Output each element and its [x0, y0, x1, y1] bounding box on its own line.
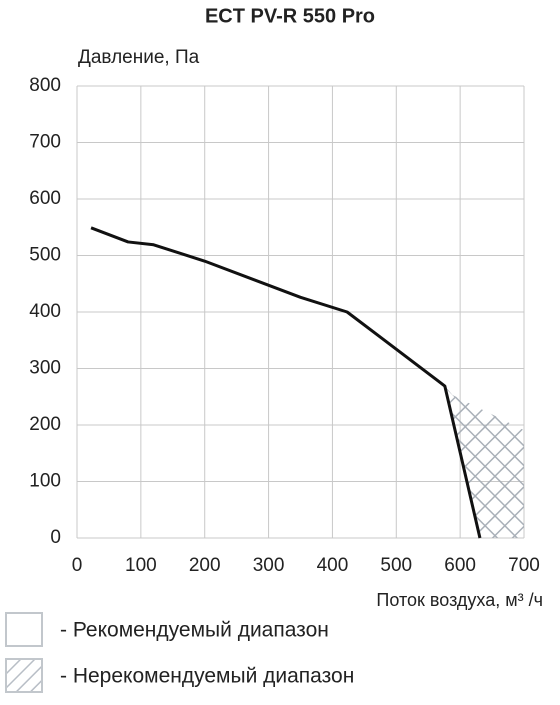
x-tick-label: 600: [444, 555, 476, 576]
x-tick-label: 700: [508, 555, 540, 576]
chart-title: ECT PV-R 550 Pro: [205, 5, 375, 27]
legend-label: - Рекомендуемый диапазон: [60, 619, 329, 642]
y-tick-label: 0: [50, 527, 61, 548]
x-tick-label: 100: [125, 555, 157, 576]
curve: [90, 226, 482, 539]
y-axis-label: Давление, Па: [78, 47, 200, 68]
y-tick-label: 600: [29, 188, 61, 209]
x-tick-label: 400: [317, 555, 349, 576]
legend-swatch: [5, 658, 43, 693]
y-tick-label: 200: [29, 414, 61, 435]
legend-label: - Нерекомендуемый диапазон: [60, 665, 354, 688]
y-tick-label: 700: [29, 132, 61, 153]
y-tick-label: 400: [29, 301, 61, 322]
y-tick-label: 300: [29, 358, 61, 379]
y-tick-label: 500: [29, 245, 61, 266]
non-recommended-zone: [444, 386, 524, 538]
x-axis-label: Поток воздуха, м³ /ч: [376, 590, 543, 610]
legend-swatch: [5, 612, 43, 647]
x-tick-label: 300: [253, 555, 285, 576]
y-tick-label: 100: [29, 471, 61, 492]
x-tick-label: 0: [72, 555, 83, 576]
x-tick-label: 500: [380, 555, 412, 576]
y-tick-label: 800: [29, 75, 61, 96]
x-tick-label: 200: [189, 555, 221, 576]
